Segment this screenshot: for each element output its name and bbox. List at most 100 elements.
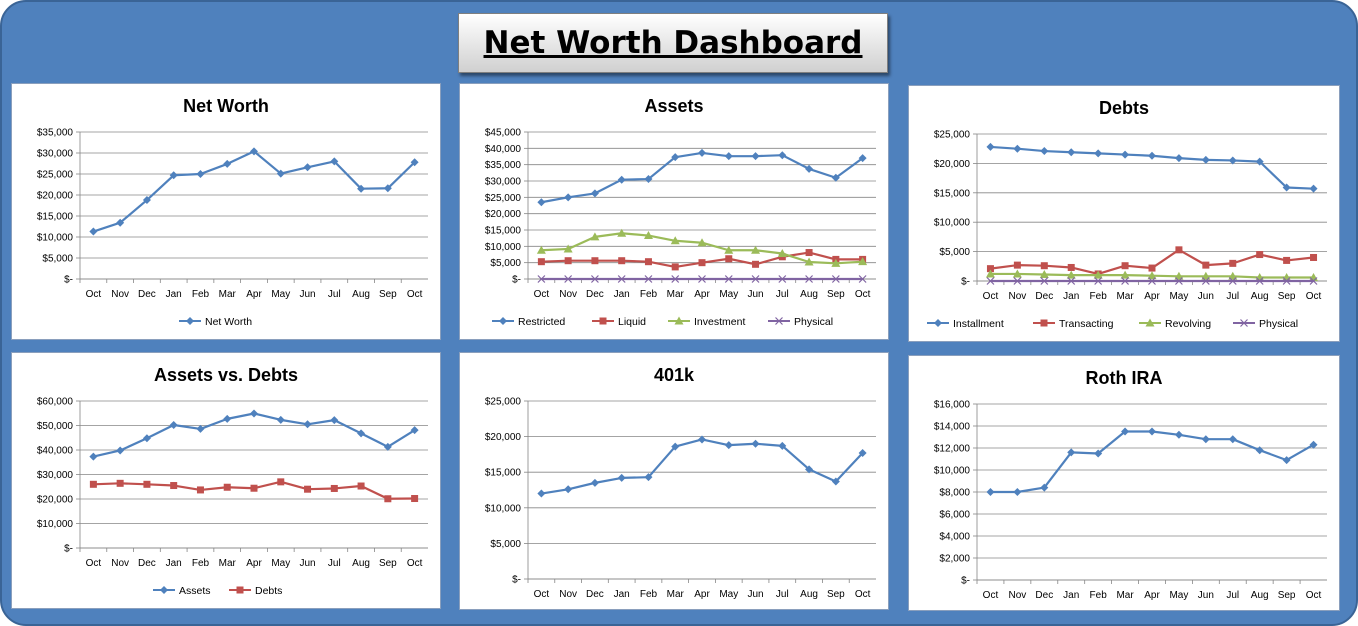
series-line-net-worth [93,150,416,233]
data-point-liquid [805,249,813,257]
chart-svg: Roth IRA $- $2,000 $4,000 $6,000 $8,000 $10,00… [934,368,1327,601]
data-point-physical [564,275,573,283]
data-point-physical [1067,277,1076,285]
data-point-physical [671,275,680,283]
x-tick-label: Aug [1251,291,1269,302]
y-tick-label: $25,000 [934,130,971,141]
data-point-transacting [1229,259,1237,267]
data-point-roth-ira [1282,456,1291,465]
series-line-roth-ira [990,430,1315,494]
x-tick-label: Feb [1090,291,1108,302]
legend-label: Installment [953,318,1004,330]
data-point-net-worth [89,227,98,236]
y-tick-label: $16,000 [934,400,971,411]
x-tick-label: Feb [192,558,210,569]
y-tick-label: $50,000 [37,421,74,432]
series-net-worth [89,147,419,236]
data-point-investment [697,238,707,247]
legend-label: Debts [255,585,282,597]
series-line-investment [541,232,863,265]
chart-svg: Net Worth $- $5,000 $10,000 $15,000 $20,000 $2… [37,96,428,328]
data-point-restricted [590,189,599,198]
data-point-physical [751,275,760,283]
legend-label: Physical [1259,318,1298,330]
data-point-investment [777,249,787,258]
series-revolving [985,269,1319,281]
series-transacting [986,246,1318,278]
series-line-401k [541,438,864,495]
y-tick-label: $14,000 [934,422,971,433]
data-point-401k [671,442,680,451]
x-tick-label: May [271,558,290,569]
data-point-assets [89,452,98,461]
data-point-debts [384,495,392,503]
data-point-physical [1309,277,1318,285]
x-tick-label: Apr [246,289,262,300]
data-point-revolving [1201,271,1211,280]
y-tick-label: $60,000 [37,397,74,408]
data-point-physical [1201,277,1210,285]
data-point-restricted [564,193,573,202]
data-point-assets [303,420,312,429]
data-point-physical [1094,277,1103,285]
x-tick-label: Jan [614,289,630,300]
roth-ira-chart: Roth IRA $- $2,000 $4,000 $6,000 $8,000 $10,00… [908,355,1340,611]
series-roth-ira [986,427,1318,496]
data-point-investment [751,245,761,254]
legend-item-restricted: Restricted [492,316,565,328]
series-liquid [537,249,867,271]
data-point-401k [617,473,626,482]
data-point-assets [357,429,366,438]
data-point-physical [724,275,733,283]
data-point-transacting [986,265,994,273]
legend-item-physical: Physical [768,316,833,328]
data-point-liquid [564,257,572,265]
data-point-401k [698,435,706,444]
x-tick-label: Oct [983,590,999,601]
x-tick-label: Oct [1306,590,1322,601]
x-tick-label: Aug [800,289,818,300]
data-point-assets [169,421,178,430]
x-tick-label: Mar [1116,590,1134,601]
x-tick-label: Apr [246,558,262,569]
x-tick-label: Nov [1008,590,1026,601]
data-point-assets [196,424,205,433]
data-point-physical [831,275,840,283]
data-point-physical [1228,277,1237,285]
legend-label: Investment [694,316,745,328]
data-point-transacting [1067,263,1075,271]
x-tick-label: Feb [192,289,210,300]
data-point-restricted [698,148,706,157]
data-point-roth-ira [1040,483,1049,492]
data-point-liquid [618,257,626,265]
x-tick-label: Apr [1144,291,1160,302]
x-tick-label: Jul [776,289,789,300]
series-line-restricted [541,151,864,204]
data-point-physical [1282,277,1291,285]
x-tick-label: Apr [694,289,710,300]
data-point-net-worth [276,169,285,178]
chart-svg: 401k $- $5,000 $10,000 $15,000 $20,000 $25,000… [485,365,876,600]
legend-marker [674,316,684,325]
data-point-assets [116,446,125,455]
y-tick-label: $10,000 [37,519,74,530]
data-point-net-worth [116,218,125,227]
data-point-revolving [1147,271,1157,280]
x-tick-label: Jun [1198,590,1214,601]
data-point-assets [142,434,151,443]
x-tick-label: Apr [1144,590,1160,601]
series-debts [89,478,419,503]
x-tick-label: Mar [667,589,685,600]
y-tick-label: $40,000 [37,446,74,457]
data-point-401k [778,441,787,450]
dashboard-title: Net Worth Dashboard [483,25,863,61]
legend-marker [1145,318,1155,327]
x-tick-label: Jan [166,289,182,300]
x-tick-label: Sep [1278,590,1296,601]
y-tick-label: $15,000 [485,226,522,237]
x-tick-label: Sep [379,558,397,569]
data-point-assets [276,415,285,424]
x-tick-label: Oct [86,558,102,569]
x-tick-label: Jul [1226,590,1239,601]
y-tick-label: $20,000 [485,432,522,443]
